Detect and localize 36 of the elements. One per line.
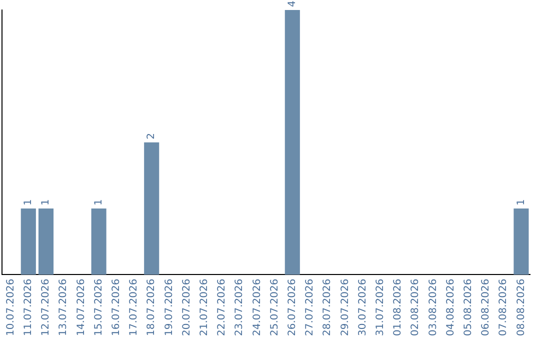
x-tick-label: 06.08.2026 [480,278,492,336]
x-tick-label: 29.07.2026 [340,278,351,336]
x-tick-label: 03.08.2026 [428,278,439,336]
x-tick-label: 26.07.2026 [286,278,298,336]
x-tick-label: 28.07.2026 [322,278,334,336]
x-tick-label: 23.07.2026 [234,278,246,336]
data-label: 1 [93,199,104,206]
data-label: 1 [40,199,52,206]
x-tick-label: 21.07.2026 [198,278,210,336]
x-tick-label: 30.07.2026 [357,278,368,336]
x-tick-label: 20.07.2026 [181,278,192,336]
data-label: 1 [22,199,34,206]
x-tick-label: 01.08.2026 [392,278,404,336]
x-tick-label: 07.08.2026 [498,278,510,336]
data-label: 2 [146,132,158,140]
x-tick-label: 31.07.2026 [374,278,386,336]
x-tick-label: 17.07.2026 [128,278,140,336]
data-label: 1 [516,199,527,206]
x-tick-label: 11.07.2026 [22,278,34,336]
x-tick-label: 12.07.2026 [40,278,52,336]
x-tick-label: 10.07.2026 [5,278,16,336]
x-tick-label: 14.07.2026 [76,278,87,336]
x-tick-label: 02.08.2026 [410,278,422,336]
x-tick-label: 24.07.2026 [252,278,263,336]
x-tick-label: 15.07.2026 [93,278,104,336]
x-tick-label: 05.08.2026 [462,278,474,336]
x-tick-label: 22.07.2026 [216,278,228,336]
x-tick-label: 19.07.2026 [164,278,175,336]
x-tick-label: 25.07.2026 [269,278,280,336]
x-tick-label: 08.08.2026 [516,278,527,336]
x-tick-label: 04.08.2026 [445,278,456,336]
x-tick-label: 27.07.2026 [304,278,316,336]
x-tick-label: 16.07.2026 [110,278,122,336]
data-label: 4 [286,0,298,7]
x-tick-label: 18.07.2026 [146,278,158,336]
x-tick-label: 13.07.2026 [58,278,70,336]
